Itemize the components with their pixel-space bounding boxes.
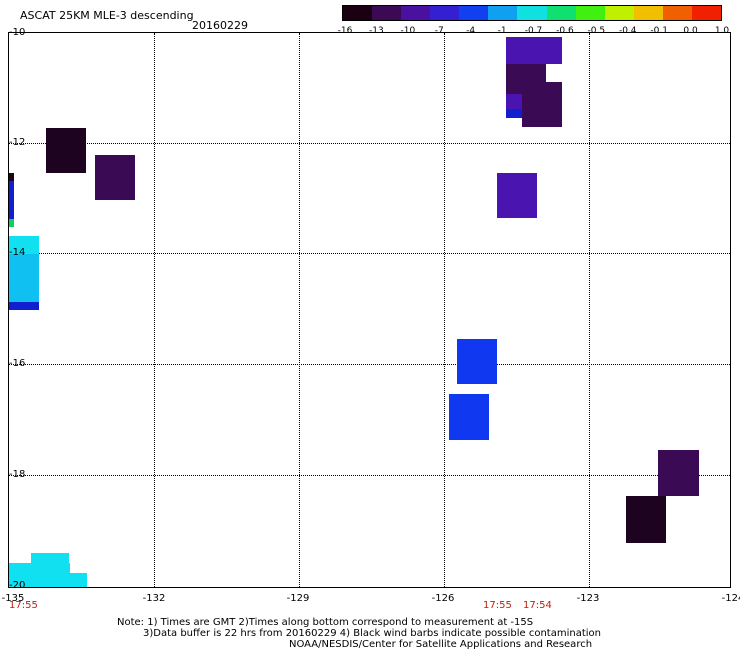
colorbar-label: -0.6 <box>556 26 574 36</box>
latitude-label: -18 <box>9 469 26 480</box>
data-cell <box>9 302 39 310</box>
latitude-label: -16 <box>9 358 26 369</box>
data-cell <box>9 181 14 219</box>
longitude-label: -126 <box>431 593 455 604</box>
colorbar-swatch <box>343 6 373 20</box>
colorbar-label: -1 <box>497 26 507 36</box>
colorbar-label: -0.5 <box>587 26 606 36</box>
data-cell <box>449 394 489 440</box>
data-cell <box>497 173 537 218</box>
product-date: 20160229 <box>192 19 248 32</box>
note-line-3: NOAA/NESDIS/Center for Satellite Applica… <box>289 639 593 650</box>
longitude-label: -135 <box>1 593 25 604</box>
data-cell <box>9 219 14 227</box>
data-cell <box>95 155 135 200</box>
grid-line-vertical <box>299 33 300 587</box>
longitude-label: -124 <box>721 593 740 604</box>
colorbar-swatch <box>401 6 431 20</box>
data-cell <box>506 37 562 64</box>
data-cell <box>9 254 39 302</box>
latitude-label: -12 <box>9 137 26 148</box>
product-title: ASCAT 25KM MLE-3 descending <box>20 9 194 22</box>
colorbar-swatch <box>517 6 547 20</box>
colorbar-label: 1.0 <box>714 26 730 36</box>
data-cell <box>31 553 69 563</box>
colorbar-label: -16 <box>337 26 353 36</box>
colorbar-label: -0.4 <box>618 26 637 36</box>
grid-line-horizontal <box>9 364 730 365</box>
longitude-label: -129 <box>286 593 310 604</box>
data-cell <box>9 236 39 254</box>
longitude-label: -123 <box>576 593 600 604</box>
colorbar-swatch <box>459 6 489 20</box>
grid-line-horizontal <box>9 253 730 254</box>
colorbar-label: -10 <box>400 26 416 36</box>
colorbar-swatch <box>691 6 722 20</box>
data-cell <box>457 339 497 384</box>
colorbar-swatch <box>546 6 576 20</box>
data-cell <box>522 82 562 127</box>
colorbar-label: 0.0 <box>683 26 698 36</box>
grid-line-horizontal <box>9 475 730 476</box>
time-label: 17:55 <box>9 600 38 611</box>
colorbar-label: -13 <box>369 26 384 36</box>
longitude-label: -132 <box>142 593 166 604</box>
colorbar-swatch <box>575 6 605 20</box>
colorbar-swatch <box>488 6 518 20</box>
colorbar-swatch <box>372 6 402 20</box>
grid-line-vertical <box>154 33 155 587</box>
latitude-label: -14 <box>9 247 26 258</box>
data-cell <box>506 109 522 118</box>
latitude-label: -20 <box>9 580 26 591</box>
grid-line-vertical <box>589 33 590 587</box>
note-line-1: Note: 1) Times are GMT 2)Times along bot… <box>117 617 534 628</box>
grid-line-vertical <box>444 33 445 587</box>
colorbar-swatch <box>430 6 460 20</box>
data-cell <box>9 573 87 587</box>
latitude-label: -10 <box>9 27 26 38</box>
data-cell <box>658 450 699 496</box>
time-label: 17:54 <box>523 600 552 611</box>
colorbar-label: -4 <box>466 26 476 36</box>
data-cell <box>9 173 14 181</box>
colorbar <box>342 5 722 21</box>
data-cell <box>46 128 86 173</box>
note-line-2: 3)Data buffer is 22 hrs from 20160229 4)… <box>143 628 601 639</box>
time-label: 17:55 <box>483 600 512 611</box>
data-cell <box>626 496 666 543</box>
colorbar-label: -0.7 <box>524 26 543 36</box>
grid-line-horizontal <box>9 143 730 144</box>
colorbar-swatch <box>633 6 663 20</box>
colorbar-swatch <box>662 6 692 20</box>
data-cell <box>9 563 70 573</box>
colorbar-label: -0.1 <box>650 26 668 36</box>
map-plot-area[interactable] <box>8 32 731 588</box>
colorbar-label: -7 <box>434 26 444 36</box>
colorbar-swatch <box>604 6 634 20</box>
